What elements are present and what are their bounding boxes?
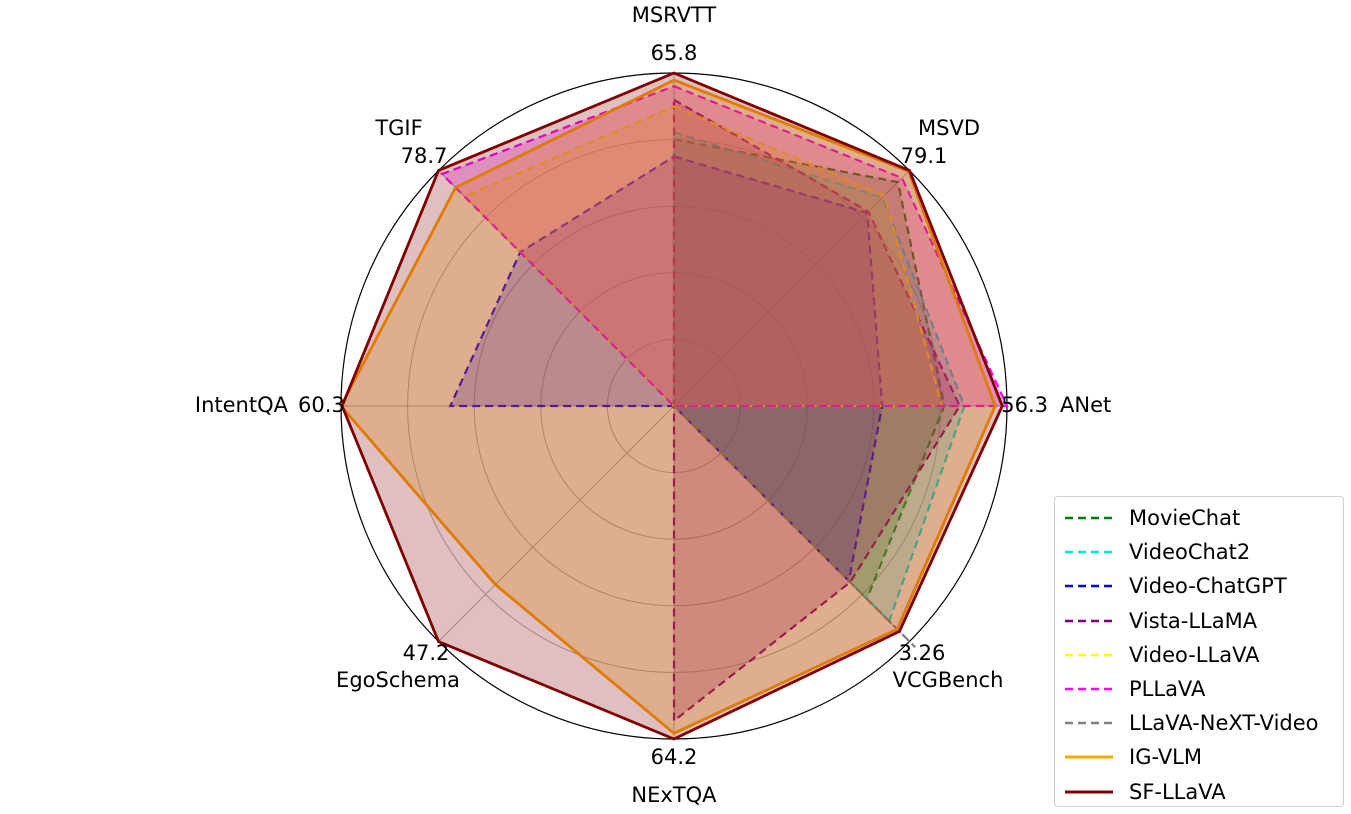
legend-item-ig-vlm: IG-VLM	[1055, 740, 1343, 774]
legend-item-videochat2: VideoChat2	[1055, 535, 1343, 569]
series-line-pllava	[440, 85, 1009, 408]
series-line-ig-vlm	[339, 78, 997, 735]
legend-label-ig-vlm: IG-VLM	[1129, 745, 1202, 770]
legend-swatch-sf-llava	[1065, 790, 1113, 794]
legend: MovieChat VideoChat2 Video-ChatGPT Vista-LL…	[1054, 496, 1344, 807]
legend-swatch-vista-llama	[1065, 619, 1113, 622]
series-fill-ig-vlm	[341, 80, 996, 734]
series-fill-video-chatgpt	[450, 156, 883, 581]
axis-max-msvd: 79.1	[901, 144, 948, 168]
axis-name-msvd: MSVD	[918, 116, 980, 140]
axis-name-intentqa: IntentQA	[195, 393, 289, 417]
axis-name-tgif: TGIF	[374, 116, 422, 140]
radar-series	[339, 71, 1009, 741]
axis-max-msrvtt: 65.8	[651, 41, 698, 65]
series-fill-vista-llama	[674, 99, 960, 721]
legend-label-videochat2: VideoChat2	[1129, 540, 1251, 565]
legend-item-vista-llama: Vista-LLaMA	[1055, 604, 1343, 638]
axis-max-intentqa: 60.3	[298, 393, 345, 417]
legend-item-video-llava: Video-LLaVA	[1055, 638, 1343, 672]
series-fill-videochat2	[674, 132, 965, 622]
legend-item-sf-llava: SF-LLaVA	[1055, 775, 1343, 809]
series-fill-pllava	[442, 86, 1008, 406]
axis-name-nextqa: NExTQA	[631, 783, 717, 807]
series-fill-video-llava	[464, 106, 942, 407]
axis-spoke-egoschema	[438, 405, 675, 642]
axis-max-anet: 56.3	[1001, 393, 1048, 417]
axis-spoke-msvd	[673, 170, 910, 407]
series-line-videochat2	[672, 130, 966, 624]
legend-label-moviechat: MovieChat	[1129, 506, 1241, 531]
legend-swatch-llava-next-video	[1065, 722, 1113, 725]
series-line-sf-llava	[340, 71, 1004, 741]
legend-label-video-llava: Video-LLaVA	[1129, 642, 1260, 667]
legend-label-vista-llama: Vista-LLaMA	[1129, 608, 1258, 633]
series-fill-moviechat	[674, 139, 945, 599]
axis-max-tgif: 78.7	[401, 144, 448, 168]
legend-swatch-moviechat	[1065, 516, 1113, 520]
axis-name-vcgbench: VCGBench	[893, 668, 1004, 692]
axis-max-nextqa: 64.2	[651, 745, 698, 769]
legend-item-llava-next-video: LLaVA-NeXT-Video	[1055, 706, 1343, 740]
legend-swatch-pllava	[1065, 687, 1113, 691]
legend-label-video-chatgpt: Video-ChatGPT	[1129, 574, 1287, 599]
axis-labels: MSRVTT 65.8 MSVD 79.1 ANet 56.3 VCGBench 3.26 NE…	[195, 3, 1111, 807]
legend-swatch-ig-vlm	[1065, 755, 1113, 759]
axis-max-vcgbench: 3.26	[899, 641, 946, 665]
axis-name-anet: ANet	[1060, 393, 1111, 417]
legend-swatch-video-llava	[1065, 653, 1113, 657]
axis-max-egoschema: 47.2	[403, 641, 450, 665]
legend-swatch-videochat2	[1065, 551, 1113, 554]
series-fill-sf-llava	[342, 73, 1003, 739]
legend-item-moviechat: MovieChat	[1055, 501, 1343, 535]
legend-item-pllava: PLLaVA	[1055, 672, 1343, 706]
legend-label-llava-next-video: LLaVA-NeXT-Video	[1129, 711, 1319, 736]
legend-label-pllava: PLLaVA	[1129, 677, 1206, 702]
legend-item-video-chatgpt: Video-ChatGPT	[1055, 569, 1343, 603]
axis-name-msrvtt: MSRVTT	[632, 3, 717, 27]
legend-swatch-video-chatgpt	[1065, 585, 1113, 588]
series-line-llava-next-video	[673, 405, 916, 648]
legend-label-sf-llava: SF-LLaVA	[1129, 779, 1226, 804]
axis-name-egoschema: EgoSchema	[336, 668, 460, 692]
